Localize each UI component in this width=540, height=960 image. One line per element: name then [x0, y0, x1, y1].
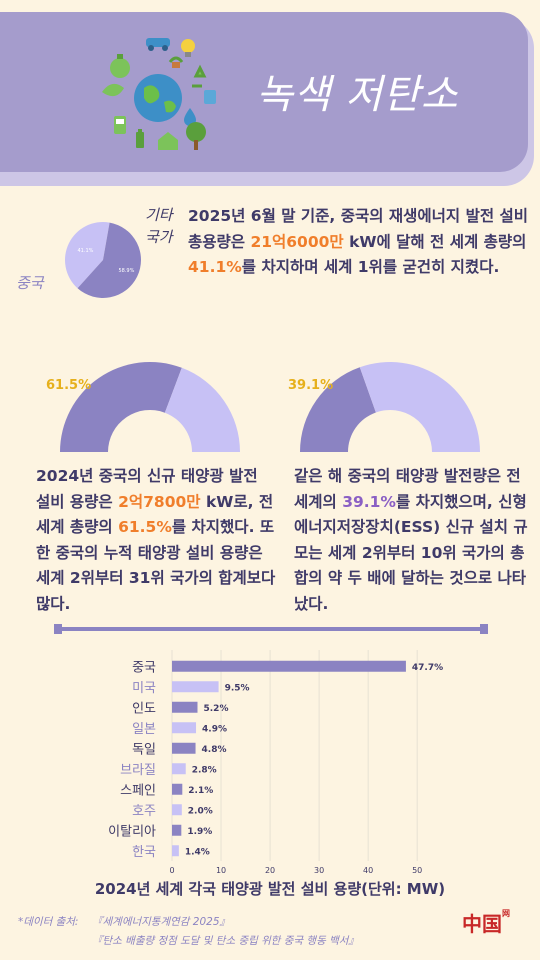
- bar-data-label: 2.1%: [188, 786, 213, 796]
- recycle-icon: [192, 64, 207, 88]
- source-item-2: 『탄소 배출량 정점 도달 및 탄소 중립 위한 중국 행동 백서』: [92, 935, 359, 947]
- fuel-pump-icon: [114, 116, 126, 134]
- bar-category-label: 독일: [132, 742, 156, 757]
- bar-category-label: 인도: [132, 701, 156, 716]
- money-bag-icon: [110, 54, 130, 78]
- solar-generation-text-1: 같은 해 중국의 태양광 발전량은 전 세계의: [294, 467, 521, 511]
- solar-install-highlight-capacity: 2억7800만: [118, 492, 201, 511]
- divider-cap-right: [480, 624, 488, 634]
- bar-data-label: 2.0%: [188, 806, 213, 816]
- bar-1: [172, 660, 406, 672]
- car-icon: [146, 38, 170, 51]
- house-icon: [158, 132, 178, 150]
- bar-chart-caption: 2024년 세계 각국 태양광 발전 설비 용량(단위: MW): [94, 880, 446, 898]
- pie-legend-other: 기타 국가: [145, 206, 173, 246]
- globe-icon: [134, 74, 182, 122]
- bar-data-label: 5.2%: [204, 704, 229, 714]
- half-donut-slice-other: [359, 362, 480, 452]
- logo-main: 中国: [462, 912, 502, 936]
- solar-generation-text-2: 를 차지했으며, 신형 에너지저장장치(ESS) 신규 설치 규모는 세계 2위…: [294, 492, 528, 613]
- bar-data-label: 47.7%: [412, 663, 443, 673]
- section-divider: [56, 627, 486, 631]
- header-title: 녹색 저탄소: [256, 72, 459, 118]
- share-pie-chart: 41.1% 58.9%: [64, 222, 141, 298]
- green-icon-cluster: [102, 38, 216, 150]
- lightbulb-icon: [181, 39, 195, 57]
- pie-data-label-china: 41.1%: [78, 248, 94, 254]
- solar-generation-highlight-share: 39.1%: [342, 492, 396, 511]
- bar-x-tick-label: 20: [265, 866, 275, 875]
- bar-category-label: 브라질: [120, 763, 156, 778]
- solar-capacity-bar-chart: 0 10 20 30 40 50 중국 47.7% 미국 9.5% 인도 5.2% 일본 4.9% 독일 4.…: [108, 650, 443, 875]
- solar-install-text-1: 2024년 중국의 신규 태양광 발전 설비 용량은: [36, 467, 258, 511]
- intro-highlight-capacity: 21억6000만: [250, 232, 344, 251]
- bar-x-tick-label: 10: [216, 866, 226, 875]
- bar-category-label: 미국: [132, 681, 156, 696]
- solar-install-text-2: kW로, 전 세계 총량의: [36, 492, 274, 537]
- water-drop-icon: [184, 108, 196, 126]
- solar-install-text-3: 를 차지했다. 또한 중국의 누적 태양광 설비 용량은 세계 2위부터 31위…: [36, 518, 276, 613]
- bar-9: [172, 824, 182, 836]
- bar-data-label: 9.5%: [225, 683, 250, 693]
- pie-legend-china: 중국: [16, 274, 44, 292]
- intro-text-3: 를 차지하며 세계 1위를 굳건히 지켰다.: [241, 258, 500, 276]
- half-donut-slice-other: [164, 367, 240, 452]
- bar-category-label: 일본: [132, 722, 156, 737]
- china-net-logo: 中国网: [462, 908, 512, 936]
- header-band: [0, 12, 528, 172]
- pie-data-label-other: 58.9%: [118, 268, 134, 274]
- intro-text-2: kW에 달해 전 세계 총량의: [343, 232, 527, 251]
- bar-data-label: 1.4%: [185, 847, 210, 857]
- bar-2: [172, 681, 219, 693]
- solar-install-paragraph: 2024년 중국의 신규 태양광 발전 설비 용량은 2억7800만 kW로, …: [36, 464, 276, 617]
- bar-data-label: 4.9%: [202, 724, 227, 734]
- logo-sub: 网: [502, 909, 510, 918]
- bar-category-label: 스페인: [120, 783, 156, 798]
- divider-cap-left: [54, 624, 62, 634]
- bar-x-tick-label: 40: [363, 866, 373, 875]
- half-donut-slice-china: [60, 362, 182, 452]
- pie-slice-china: [64, 222, 110, 289]
- bar-data-label: 1.9%: [187, 827, 212, 837]
- bar-category-label: 이탈리아: [108, 824, 156, 839]
- bar-x-tick-label: 50: [412, 866, 422, 875]
- source-item-1: 『세계에너지통계연감 2025』: [92, 916, 230, 928]
- bar-category-label: 호주: [132, 804, 156, 819]
- plant-pot-icon: [168, 56, 184, 68]
- bar-5: [172, 742, 196, 754]
- bar-10: [172, 845, 179, 857]
- bar-8: [172, 804, 182, 816]
- intro-paragraph: 2025년 6월 말 기준, 중국의 재생에너지 발전 설비 총용량은 21억6…: [188, 204, 530, 281]
- solar-install-half-donut: [60, 362, 240, 452]
- bar-x-tick-label: 0: [169, 866, 174, 875]
- half-donut-slice-china: [300, 367, 376, 452]
- bar-7: [172, 783, 183, 795]
- intro-highlight-share: 41.1%: [188, 258, 242, 276]
- bar-category-label: 중국: [132, 660, 156, 675]
- pie-slice-other: [77, 222, 141, 298]
- solar-install-donut-label: 61.5%: [46, 378, 92, 393]
- solar-generation-donut-label: 39.1%: [288, 378, 334, 393]
- solar-generation-half-donut: [300, 362, 480, 452]
- intro-text-1: 2025년 6월 말 기준, 중국의 재생에너지 발전 설비 총용량은: [188, 207, 529, 251]
- bar-3: [172, 701, 198, 713]
- leaf-icon: [102, 83, 124, 97]
- battery-icon: [136, 129, 144, 148]
- solar-generation-paragraph: 같은 해 중국의 태양광 발전량은 전 세계의 39.1%를 차지했으며, 신형…: [294, 464, 534, 617]
- solar-install-highlight-share: 61.5%: [118, 518, 172, 536]
- bar-x-tick-label: 30: [314, 866, 324, 875]
- bar-category-label: 한국: [132, 845, 156, 860]
- trash-can-icon: [204, 90, 216, 104]
- bar-data-label: 4.8%: [202, 745, 227, 755]
- bar-data-label: 2.8%: [192, 765, 217, 775]
- tree-icon: [186, 122, 206, 150]
- source-label: *데이터 출처:: [18, 916, 79, 928]
- bar-4: [172, 722, 197, 734]
- bar-6: [172, 763, 186, 775]
